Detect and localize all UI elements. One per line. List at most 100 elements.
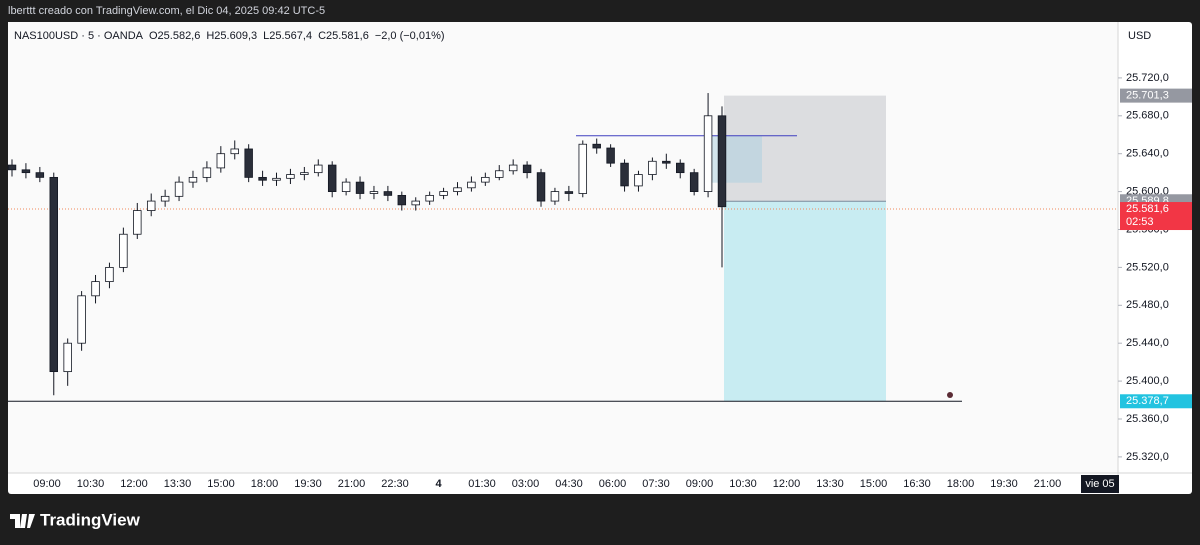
candle-body bbox=[202, 167, 212, 178]
x-tick-label: 19:30 bbox=[990, 478, 1018, 490]
candle-body bbox=[174, 181, 184, 197]
y-tick-label: 25.640,0 bbox=[1126, 148, 1169, 160]
x-tick-label: 18:00 bbox=[947, 478, 975, 490]
candle-body bbox=[77, 295, 86, 344]
x-tick-label: 09:00 bbox=[686, 478, 714, 490]
x-tick-label: 09:00 bbox=[33, 478, 61, 490]
candle-body bbox=[119, 233, 128, 268]
x-tick-label: 21:00 bbox=[1034, 478, 1062, 490]
x-tick-label: 06:00 bbox=[599, 478, 627, 490]
candle-body bbox=[63, 342, 72, 373]
x-tick-label: 10:30 bbox=[729, 478, 757, 490]
candle-body bbox=[467, 181, 476, 189]
x-tick-label: 22:30 bbox=[381, 478, 409, 490]
legend-symbol: NAS100USD · 5 · OANDA bbox=[14, 30, 144, 42]
legend-low: L25.567,4 bbox=[263, 30, 312, 42]
candle-body bbox=[286, 174, 295, 179]
highlight-box bbox=[706, 135, 762, 183]
candle-body bbox=[160, 195, 170, 202]
stop-label: 25.701,3 bbox=[1126, 90, 1169, 102]
x-tick-label: 16:30 bbox=[903, 478, 931, 490]
x-tick-label: 12:00 bbox=[773, 478, 801, 490]
candle-body bbox=[564, 191, 574, 194]
countdown: 02:53 bbox=[1126, 216, 1154, 228]
legend-change: −2,0 (−0,01%) bbox=[375, 30, 445, 42]
brand: TradingView bbox=[40, 510, 141, 529]
x-tick-label: 10:30 bbox=[77, 478, 105, 490]
candle-body bbox=[620, 162, 629, 187]
x-tick-label: 03:00 bbox=[512, 478, 540, 490]
x-tick-label: 21:00 bbox=[338, 478, 366, 490]
y-tick-label: 25.400,0 bbox=[1126, 375, 1169, 387]
candle-body bbox=[327, 164, 337, 192]
x-tick-label: 13:30 bbox=[816, 478, 844, 490]
legend-close: C25.581,6 bbox=[318, 30, 369, 42]
candle-body bbox=[689, 172, 699, 192]
candle-body bbox=[369, 191, 379, 194]
logo-icon bbox=[10, 514, 35, 528]
candle-body bbox=[49, 176, 58, 373]
candle-body bbox=[355, 181, 365, 194]
candle-body bbox=[592, 143, 601, 149]
candle-body bbox=[522, 164, 532, 174]
caption: lberttt creado con TradingView.com, el D… bbox=[8, 5, 325, 17]
candle-body bbox=[230, 148, 239, 155]
candle-body bbox=[300, 172, 309, 175]
last-price-box bbox=[1120, 202, 1192, 231]
y-tick-label: 25.520,0 bbox=[1126, 261, 1169, 273]
candle-body bbox=[341, 181, 351, 192]
y-tick-label: 25.720,0 bbox=[1126, 72, 1169, 84]
candle-body bbox=[216, 153, 226, 169]
candle-body bbox=[648, 160, 657, 175]
candle-body bbox=[495, 170, 504, 178]
x-tick-label: 12:00 bbox=[120, 478, 148, 490]
x-tick-label: 19:30 bbox=[294, 478, 322, 490]
x-tick-label: 04:30 bbox=[555, 478, 583, 490]
y-tick-label: 25.680,0 bbox=[1126, 110, 1169, 122]
x-tick-label: 01:30 bbox=[468, 478, 496, 490]
x-tick-label: 4 bbox=[435, 478, 442, 490]
candle-body bbox=[105, 266, 114, 283]
currency: USD bbox=[1128, 30, 1151, 42]
candle-body bbox=[453, 187, 462, 192]
target-label: 25.378,7 bbox=[1126, 395, 1169, 407]
candle-body bbox=[662, 160, 671, 164]
x-tick-label: 15:00 bbox=[860, 478, 888, 490]
last-price-label: 25.581,6 bbox=[1126, 203, 1169, 215]
y-tick-label: 25.360,0 bbox=[1126, 413, 1169, 425]
candle-body bbox=[439, 191, 448, 196]
target-zone bbox=[724, 201, 886, 402]
stop-label-box bbox=[1120, 88, 1192, 103]
candle-body bbox=[536, 172, 546, 202]
x-label-box bbox=[1081, 475, 1119, 493]
candle-body bbox=[383, 191, 393, 196]
candle-body bbox=[244, 148, 253, 178]
legend-open: O25.582,6 bbox=[149, 30, 200, 42]
candle-body bbox=[7, 164, 17, 171]
candle-body bbox=[481, 176, 490, 183]
candle-body bbox=[35, 172, 45, 178]
candle-body bbox=[21, 169, 31, 174]
y-tick-label: 25.440,0 bbox=[1126, 337, 1169, 349]
candle-body bbox=[314, 164, 323, 174]
footer-logo: TradingView bbox=[10, 510, 141, 529]
marker bbox=[947, 392, 953, 398]
candle-body bbox=[578, 143, 588, 194]
candle-body bbox=[550, 191, 560, 202]
candle-body bbox=[717, 115, 727, 208]
x-tick-label: 07:30 bbox=[642, 478, 670, 490]
candle-body bbox=[411, 200, 420, 206]
legend-high: H25.609,3 bbox=[206, 30, 257, 42]
y-tick-label: 25.320,0 bbox=[1126, 451, 1169, 463]
x-tick-label: 18:00 bbox=[251, 478, 279, 490]
candle-body bbox=[146, 200, 156, 211]
x-tick-label: 13:30 bbox=[164, 478, 192, 490]
candle-body bbox=[703, 115, 713, 192]
y-tick-label: 25.480,0 bbox=[1126, 299, 1169, 311]
candle-body bbox=[258, 176, 267, 181]
candle-body bbox=[397, 194, 407, 206]
candle-body bbox=[425, 194, 434, 202]
candle-body bbox=[634, 174, 643, 187]
